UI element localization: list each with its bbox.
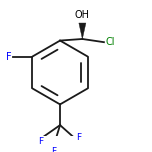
Text: F: F: [38, 137, 43, 146]
Text: Cl: Cl: [106, 37, 115, 47]
Text: F: F: [76, 133, 81, 142]
Text: OH: OH: [75, 10, 90, 20]
Polygon shape: [79, 23, 86, 39]
Text: F: F: [6, 52, 11, 62]
Text: F: F: [51, 147, 56, 152]
